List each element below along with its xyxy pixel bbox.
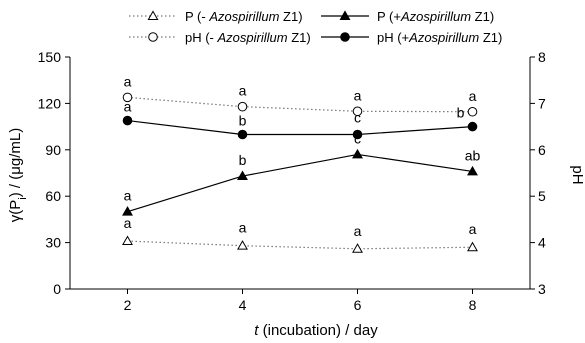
data-point: [467, 165, 478, 176]
data-point: [467, 106, 478, 117]
y-left-tick-label: 150: [38, 49, 62, 65]
x-tick-label: 8: [469, 297, 477, 313]
series-line: [127, 153, 473, 213]
legend-label-suffix: Z1): [479, 30, 502, 45]
data-point: [237, 129, 248, 140]
y-right-tick-label: 3: [538, 281, 546, 297]
legend-label: pH (+Azospirillum Z1): [377, 30, 502, 45]
series-3: ab c b: [122, 99, 478, 140]
series-2: aa a a: [122, 73, 478, 117]
data-point: [467, 241, 478, 252]
legend-label-italic: Azospirillum: [217, 30, 288, 45]
data-point: [122, 235, 133, 246]
significance-label: ab: [465, 147, 481, 163]
data-point: [237, 240, 248, 250]
legend-item: P (+Azospirillum Z1): [321, 9, 494, 24]
data-point: [237, 101, 248, 112]
legend-item: P (- Azospirillum Z1): [129, 9, 303, 24]
data-point: [237, 170, 248, 181]
significance-label: a: [239, 83, 247, 99]
significance-label: a: [124, 73, 132, 89]
y-right-tick-label: 5: [538, 188, 546, 204]
legend-label: P (+Azospirillum Z1): [377, 9, 494, 24]
significance-label: a: [354, 87, 362, 103]
series-line: [127, 240, 473, 250]
y-left-tick-label: 90: [45, 142, 61, 158]
legend-item: pH (+Azospirillum Z1): [321, 30, 502, 45]
significance-label: a: [124, 188, 132, 204]
legend-label-prefix: P (-: [185, 9, 209, 24]
y-left-tick-label: 30: [45, 235, 61, 251]
y-right-tick-label: 6: [538, 142, 546, 158]
significance-label: b: [239, 112, 247, 128]
series-1: abcab: [122, 130, 481, 216]
legend-marker: [147, 10, 159, 20]
legend-label-prefix: P (+: [377, 9, 401, 24]
legend-marker: [148, 32, 158, 42]
series-line: [127, 119, 473, 136]
significance-label: a: [469, 88, 477, 104]
axes: 0 30 60 90 120 150 3 4 5 6 7 8 2 4 6 8: [38, 49, 546, 313]
legend-label-suffix: Z1): [279, 9, 302, 24]
series-layer: aaaaabcabaaaaabcb: [122, 73, 481, 253]
significance-label: a: [124, 99, 132, 115]
significance-label: a: [354, 223, 362, 239]
legend-label-italic: Azospirillum: [408, 30, 479, 45]
legend-label: pH (- Azospirillum Z1): [185, 30, 311, 45]
y-axis-title-right: pH: [569, 165, 585, 184]
significance-label: a: [239, 220, 247, 236]
series-line: [127, 96, 473, 113]
data-point: [122, 92, 133, 103]
legend-label-prefix: pH (+: [377, 30, 409, 45]
data-point: [122, 206, 133, 216]
data-point: [467, 121, 478, 132]
data-point: [352, 243, 363, 253]
x-tick-label: 4: [239, 297, 247, 313]
y-right-tick-label: 8: [538, 49, 546, 65]
data-point: [352, 106, 363, 117]
legend-label-suffix: Z1): [288, 30, 311, 45]
y-axis-title-left: γ(Pi) / (μg/mL): [7, 128, 29, 222]
data-point: [352, 148, 363, 159]
legend-label-italic: Azospirillum: [208, 9, 279, 24]
data-point: [122, 115, 133, 126]
significance-label: b: [457, 105, 465, 121]
legend-marker: [339, 10, 351, 20]
y-right-tick-label: 4: [538, 235, 546, 251]
significance-label: c: [354, 109, 361, 125]
x-tick-label: 6: [354, 297, 362, 313]
x-axis-title: t (incubation) / day: [254, 322, 378, 339]
legend-label-italic: Azospirillum: [400, 9, 471, 24]
legend: P (- Azospirillum Z1) P (+Azospirillum Z1…: [129, 9, 502, 45]
x-tick-label: 2: [124, 297, 132, 313]
legend-label-prefix: pH (-: [185, 30, 218, 45]
y-right-tick-label: 7: [538, 95, 546, 111]
significance-label: a: [469, 221, 477, 237]
data-point: [352, 129, 363, 140]
legend-label-suffix: Z1): [471, 9, 494, 24]
y-left-tick-label: 120: [38, 95, 62, 111]
legend-label: P (- Azospirillum Z1): [185, 9, 303, 24]
y-left-tick-label: 60: [45, 188, 61, 204]
legend-marker: [340, 32, 350, 42]
significance-label: a: [124, 215, 132, 231]
significance-label: b: [239, 152, 247, 168]
legend-item: pH (- Azospirillum Z1): [129, 30, 311, 45]
y-left-tick-label: 0: [53, 281, 61, 297]
